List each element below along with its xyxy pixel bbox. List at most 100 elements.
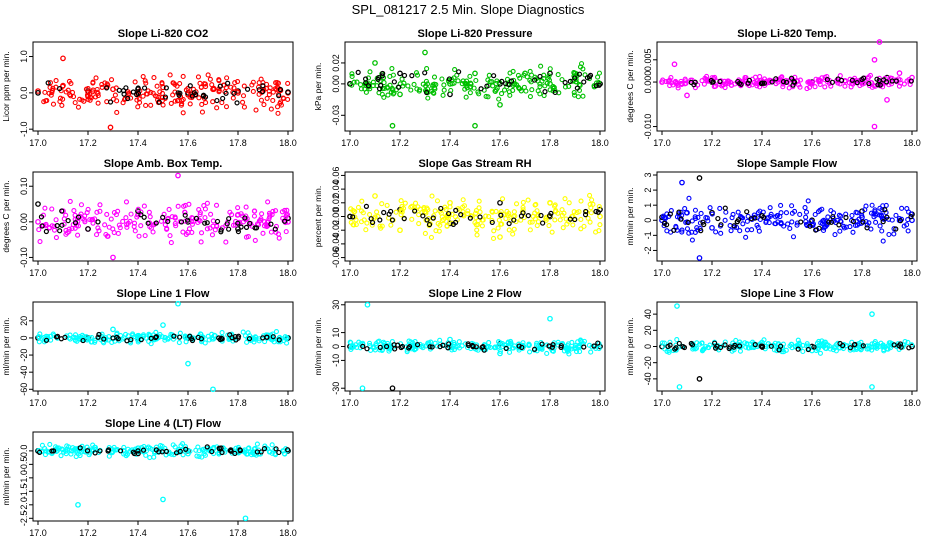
noise-point — [264, 224, 270, 230]
y-tick-label: 2 — [643, 188, 653, 193]
noise-point — [879, 216, 885, 222]
noise-point — [510, 87, 516, 93]
noise-point — [36, 339, 42, 345]
noise-point — [79, 97, 85, 103]
y-tick-label: 0.0 — [19, 87, 29, 100]
noise-point — [176, 334, 183, 340]
noise-point — [111, 229, 117, 236]
noise-point — [679, 229, 685, 235]
noise-point — [880, 238, 886, 244]
noise-point — [204, 220, 210, 226]
noise-point — [191, 90, 197, 96]
noise-point — [124, 222, 130, 228]
noise-point — [435, 221, 441, 227]
noise-point — [151, 75, 157, 81]
noise-point — [80, 337, 86, 344]
noise-point — [738, 81, 744, 87]
data-point — [709, 224, 715, 231]
noise-point — [431, 74, 438, 80]
noise-band — [349, 61, 602, 102]
noise-point — [246, 336, 253, 342]
noise-point — [156, 99, 162, 105]
noise-point — [277, 100, 283, 107]
noise-point — [58, 453, 64, 459]
noise-point — [427, 344, 433, 350]
noise-point — [412, 200, 419, 206]
noise-point — [43, 228, 49, 235]
plot-frame — [32, 301, 294, 392]
noise-point — [148, 102, 154, 108]
noise-band — [659, 337, 915, 356]
noise-point — [661, 223, 667, 229]
noise-point — [854, 345, 860, 351]
x-tick-label: 17.8 — [229, 398, 247, 408]
noise-point — [797, 84, 803, 90]
noise-point — [241, 83, 247, 89]
noise-point — [399, 76, 405, 82]
noise-point — [116, 87, 122, 93]
noise-point — [219, 449, 225, 456]
noise-point — [389, 66, 395, 72]
noise-point — [527, 77, 533, 83]
noise-point — [204, 226, 210, 232]
data-point — [497, 101, 503, 108]
noise-point — [566, 200, 572, 206]
noise-point — [441, 87, 447, 93]
noise-point — [49, 206, 55, 212]
noise-point — [876, 343, 883, 349]
noise-point — [72, 335, 78, 341]
noise-point — [452, 66, 458, 73]
noise-point — [48, 92, 54, 98]
noise-point — [510, 68, 516, 74]
noise-point — [420, 343, 426, 349]
noise-point — [251, 213, 257, 219]
noise-point — [409, 203, 415, 209]
noise-point — [703, 344, 709, 350]
noise-point — [582, 212, 589, 218]
noise-point — [504, 212, 510, 218]
noise-point — [789, 219, 795, 225]
noise-point — [75, 232, 81, 238]
noise-point — [467, 90, 473, 96]
data-point — [372, 60, 378, 66]
noise-point — [232, 450, 238, 457]
data-point — [135, 208, 141, 215]
noise-point — [877, 82, 883, 88]
noise-point — [587, 219, 593, 225]
noise-point — [689, 237, 695, 243]
noise-point — [235, 220, 241, 226]
noise-point — [736, 343, 743, 349]
x-tick-label: 18.0 — [903, 138, 921, 148]
x-tick-label: 17.8 — [229, 268, 247, 278]
noise-point — [377, 344, 383, 350]
noise-point — [587, 192, 593, 198]
noise-point — [131, 223, 137, 230]
noise-point — [465, 342, 472, 349]
chart-title: Slope Li-820 Pressure — [418, 28, 533, 40]
noise-point — [588, 210, 594, 216]
noise-point — [709, 211, 715, 217]
noise-point — [202, 81, 208, 87]
noise-point — [202, 340, 208, 346]
data-point — [696, 175, 703, 181]
noise-point — [395, 342, 401, 348]
noise-point — [349, 82, 355, 88]
x-tick-label: 18.0 — [279, 528, 297, 538]
noise-point — [367, 211, 373, 218]
noise-point — [178, 219, 185, 225]
noise-point — [186, 226, 193, 232]
chart-svg: Slope Line 4 (LT) Flow 17.0 17.2 17.4 17.6 17… — [1, 418, 297, 538]
noise-point — [539, 346, 545, 352]
noise-point — [699, 348, 705, 354]
noise-point — [136, 99, 143, 106]
noise-point — [157, 89, 163, 95]
noise-point — [36, 227, 42, 233]
noise-point — [210, 99, 216, 105]
y-tick-label: 20 — [19, 316, 29, 326]
noise-point — [38, 214, 45, 220]
noise-point — [227, 209, 233, 215]
data-point — [160, 322, 166, 328]
noise-point — [456, 69, 462, 75]
noise-point — [412, 346, 418, 352]
noise-point — [593, 83, 599, 89]
